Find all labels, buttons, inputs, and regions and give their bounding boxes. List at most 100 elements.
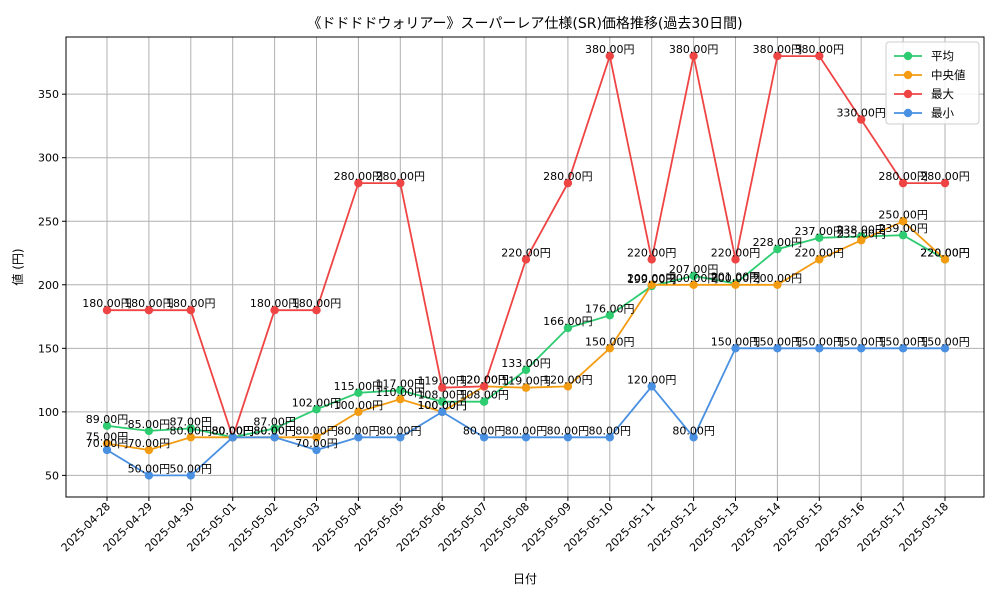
data-point: [815, 344, 824, 353]
data-point: [605, 311, 614, 320]
y-tick-label: 250: [38, 215, 59, 228]
y-tick-label: 200: [38, 279, 59, 292]
y-tick-label: 300: [38, 152, 59, 165]
data-point: [354, 433, 363, 442]
data-point: [396, 178, 405, 188]
data-label: 180.00円: [166, 297, 216, 310]
legend-box: [885, 41, 980, 125]
data-label: 100.00円: [334, 399, 384, 412]
y-tick-label: 350: [38, 88, 59, 101]
data-label: 180.00円: [124, 297, 174, 310]
data-point: [815, 255, 824, 264]
data-point: [354, 388, 363, 398]
data-point: [857, 115, 866, 124]
data-label: 280.00円: [543, 170, 593, 183]
data-point: [773, 245, 782, 254]
data-point: [186, 424, 195, 433]
data-label: 108.00円: [417, 389, 467, 402]
chart-title: 《ドドドドウォリアー》スーパーレア仕様(SR)価格推移(過去30日間): [307, 16, 742, 32]
data-point: [438, 397, 447, 406]
data-label: 80.00円: [379, 424, 422, 437]
legend-label: 最小: [931, 106, 954, 120]
data-label: 180.00円: [292, 297, 342, 310]
data-label: 380.00円: [795, 43, 845, 56]
data-label: 119.00円: [501, 375, 551, 388]
data-label: 220.00円: [501, 246, 551, 259]
y-axis-label: 値 (円): [10, 248, 25, 285]
data-label: 180.00円: [250, 297, 300, 310]
data-label: 150.00円: [711, 335, 761, 348]
data-label: 180.00円: [82, 297, 132, 310]
data-point: [270, 306, 279, 315]
data-point: [144, 426, 154, 436]
data-point: [647, 255, 656, 264]
data-label: 119.00円: [417, 375, 467, 388]
data-label: 220.00円: [920, 246, 970, 259]
data-point: [312, 445, 321, 455]
data-point: [354, 407, 363, 417]
data-point: [898, 231, 908, 240]
data-label: 115.00円: [334, 380, 384, 393]
data-point: [396, 394, 405, 404]
data-label: 80.00円: [253, 424, 296, 437]
data-point: [940, 344, 950, 353]
data-point: [815, 51, 824, 61]
legend-label: 最大: [931, 87, 954, 101]
data-label: 228.00円: [753, 236, 803, 249]
data-label: 80.00円: [505, 424, 548, 437]
data-point: [857, 236, 866, 245]
legend-label: 中央値: [931, 68, 966, 82]
data-point: [270, 424, 279, 433]
data-point: [940, 255, 950, 264]
data-point: [438, 383, 447, 392]
data-label: 280.00円: [376, 170, 426, 183]
data-label: 150.00円: [795, 335, 845, 348]
data-label: 207.00円: [669, 263, 719, 276]
data-point: [479, 397, 489, 406]
data-label: 110.00円: [376, 386, 426, 399]
data-point: [186, 433, 195, 442]
data-point: [479, 433, 489, 442]
data-label: 200.00円: [627, 272, 677, 285]
data-point: [144, 445, 154, 455]
data-label: 150.00円: [878, 335, 928, 348]
data-point: [102, 306, 112, 315]
data-label: 70.00円: [295, 437, 338, 450]
data-point: [898, 217, 908, 226]
data-label: 235.00円: [836, 227, 886, 240]
data-label: 80.00円: [211, 424, 254, 437]
data-label: 220.00円: [711, 246, 761, 259]
data-label: 280.00円: [920, 170, 970, 183]
data-label: 70.00円: [128, 437, 171, 450]
data-label: 200.00円: [711, 272, 761, 285]
data-point: [647, 280, 656, 289]
data-point: [312, 405, 321, 414]
data-point: [605, 344, 614, 353]
data-label: 80.00円: [170, 424, 213, 437]
series-layer: [102, 51, 950, 480]
data-point: [102, 445, 112, 455]
data-point: [731, 255, 740, 264]
y-tick-label: 150: [38, 342, 59, 355]
data-label: 100.00円: [417, 399, 467, 412]
data-point: [815, 233, 824, 242]
data-point: [563, 382, 573, 391]
y-tick-label: 50: [45, 469, 59, 482]
data-point: [689, 51, 698, 61]
data-point: [689, 271, 698, 281]
data-point: [312, 306, 321, 315]
legend-label: 平均: [931, 49, 954, 63]
data-point: [857, 344, 866, 353]
data-point: [689, 280, 698, 289]
data-point: [396, 386, 405, 395]
data-point: [521, 383, 531, 392]
data-label: 250.00円: [878, 208, 928, 221]
data-label: 176.00円: [585, 302, 635, 315]
data-label: 120.00円: [543, 373, 593, 386]
data-point: [354, 178, 363, 188]
data-point: [521, 365, 531, 375]
data-label: 120.00円: [627, 373, 677, 386]
data-point: [521, 433, 531, 442]
data-label: 80.00円: [211, 424, 254, 437]
